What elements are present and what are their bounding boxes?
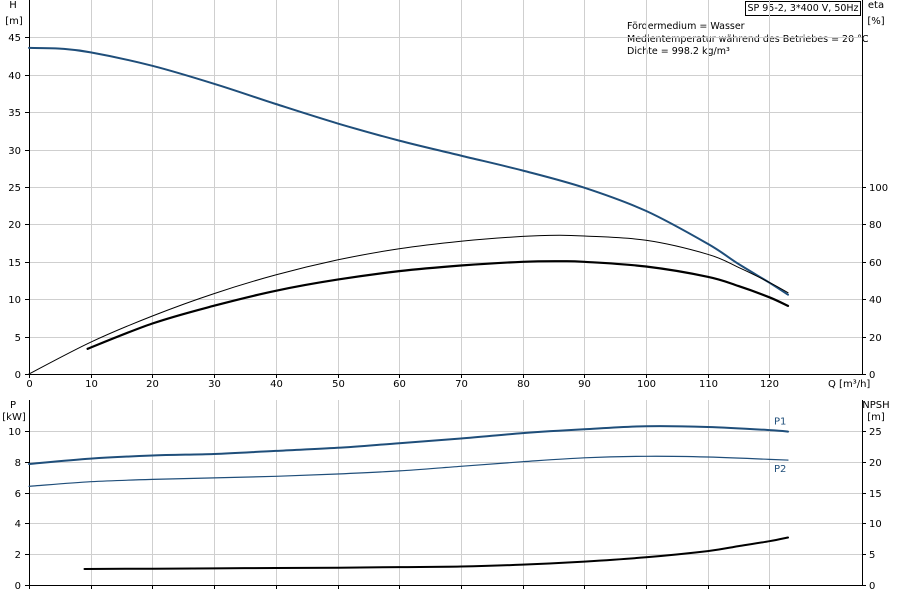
right-tick-label: 60 [869,258,882,269]
right-tick-label: 5 [869,550,875,561]
left-tick-label: 20 [8,220,21,231]
right-tick-label: 10 [869,519,882,530]
grid [29,0,862,585]
x-tick-label: 80 [517,379,530,390]
x-tick-label: 90 [578,379,591,390]
right-tick-label: 40 [869,295,882,306]
right-tick-label: 0 [869,581,875,592]
right-axis-unit: [%] [867,16,884,27]
left-tick-label: 4 [15,519,21,530]
left-axis-unit: [kW] [2,412,26,423]
left-tick-label: 6 [15,489,21,500]
info-temperature: Medientemperatur während des Betriebes =… [627,33,869,45]
series-line-p2 [28,455,789,487]
series-label-p1: P1 [774,417,786,428]
left-tick-label: 40 [8,71,21,82]
left-tick-label: 35 [8,108,21,119]
info-medium: Fördermedium = Wasser [627,21,745,32]
x-tick-label: 120 [760,379,779,390]
x-tick-label: 70 [455,379,468,390]
left-tick-label: 45 [8,33,21,44]
x-tick-label: 60 [393,379,406,390]
right-tick-label: 25 [869,427,882,438]
info-block: Fördermedium = Wasser Medientemperatur w… [627,21,869,59]
info-density: Dichte = 998.2 kg/m³ [627,46,730,57]
series-line-eta-total [86,260,790,350]
right-tick-label: 20 [869,458,882,469]
left-tick-label: 25 [8,183,21,194]
x-tick-label: 20 [146,379,159,390]
series-line-h [28,46,789,296]
header-box: SP 95-2, 3*400 V, 50Hz [745,1,861,16]
left-axis-unit: [m] [5,16,23,27]
left-tick-label: 30 [8,146,21,157]
x-tick-label: 110 [699,379,718,390]
series-line-eta-pump [28,234,789,375]
left-tick-label: 15 [8,258,21,269]
left-tick-label: 5 [15,333,21,344]
left-axis-title: P [10,400,16,411]
series-line-p1 [28,425,789,465]
right-tick-label: 0 [869,370,875,381]
series [28,46,790,570]
x-tick-label: 100 [637,379,656,390]
left-tick-label: 2 [15,550,21,561]
x-axis-label: Q [m³/h] [828,379,870,390]
x-tick-label: 40 [270,379,283,390]
left-tick-label: 10 [8,295,21,306]
header-box-text: SP 95-2, 3*400 V, 50Hz [747,3,859,14]
right-axis-unit: [m] [867,412,885,423]
series-label-p2: P2 [774,464,786,475]
right-tick-label: 100 [869,183,888,194]
right-tick-label: 80 [869,220,882,231]
left-tick-label: 10 [8,427,21,438]
left-tick-label: 0 [15,581,21,592]
left-axis-title: H [9,0,17,11]
right-axis-title: NPSH [862,400,889,411]
x-tick-label: 10 [85,379,98,390]
right-axis-title: eta [868,0,884,11]
x-tick-label: 50 [332,379,345,390]
x-tick-label: 0 [26,379,32,390]
right-tick-label: 20 [869,333,882,344]
left-tick-label: 8 [15,458,21,469]
left-tick-label: 0 [15,370,21,381]
axes [25,0,866,589]
series-line-npsh [83,536,789,570]
x-tick-label: 30 [208,379,221,390]
right-tick-label: 15 [869,489,882,500]
